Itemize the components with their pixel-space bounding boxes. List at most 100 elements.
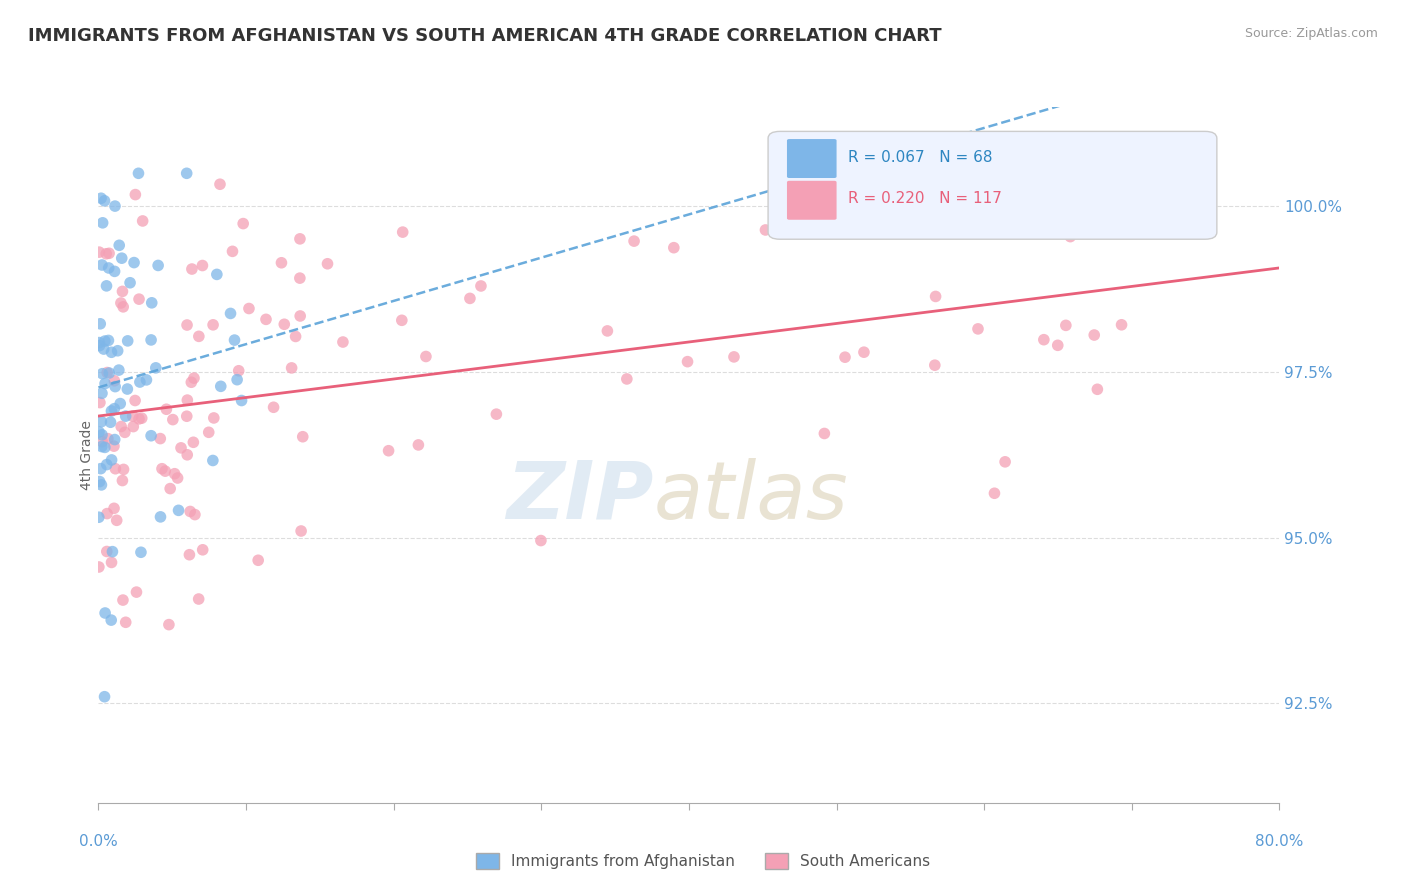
Point [94, 441, 117, 455]
Point [96, 366, 118, 380]
Point [191, 542, 214, 557]
Point [94, 334, 117, 348]
Point [91, 428, 114, 442]
Point [100, 404, 122, 418]
Point [135, 373, 157, 387]
Point [97, 432, 120, 446]
Point [924, 289, 946, 303]
Point [219, 306, 242, 320]
Point [90, 478, 112, 492]
Point [155, 464, 177, 478]
Point [89, 335, 111, 350]
Point [107, 343, 129, 358]
Point [100, 415, 122, 429]
Point [994, 455, 1017, 469]
Point [208, 178, 231, 192]
Point [191, 259, 214, 273]
Point [167, 503, 190, 517]
FancyBboxPatch shape [787, 181, 837, 219]
Point [202, 411, 225, 425]
Point [91, 386, 114, 401]
Point [87, 560, 110, 574]
Point [87, 510, 110, 524]
Point [103, 501, 125, 516]
Point [117, 334, 139, 348]
Point [201, 453, 224, 467]
Point [139, 333, 162, 347]
Point [197, 425, 219, 440]
Point [263, 401, 285, 415]
Point [96, 507, 118, 521]
Point [176, 166, 198, 180]
Point [111, 474, 134, 488]
Point [89, 395, 111, 409]
Point [101, 544, 124, 558]
Point [96, 246, 118, 260]
Point [120, 276, 142, 290]
Point [183, 435, 205, 450]
Legend: Immigrants from Afghanistan, South Americans: Immigrants from Afghanistan, South Ameri… [470, 847, 936, 875]
Point [284, 329, 307, 343]
Point [97, 260, 120, 275]
Point [166, 471, 188, 485]
Point [162, 412, 184, 426]
Point [180, 262, 202, 277]
Point [131, 214, 153, 228]
Point [834, 350, 856, 364]
Point [231, 393, 253, 408]
Point [157, 617, 180, 632]
Point [98, 366, 121, 380]
Point [114, 615, 136, 630]
Point [254, 312, 277, 326]
Point [226, 373, 249, 387]
Point [104, 433, 127, 447]
Point [187, 329, 209, 343]
Point [202, 318, 225, 332]
Point [103, 401, 125, 416]
Point [146, 259, 169, 273]
Point [596, 324, 619, 338]
Point [228, 364, 250, 378]
Point [124, 187, 146, 202]
Point [1031, 166, 1053, 180]
Point [232, 217, 254, 231]
Point [280, 360, 302, 375]
Point [127, 166, 149, 180]
Point [87, 425, 110, 439]
Text: atlas: atlas [654, 458, 848, 536]
Point [110, 419, 132, 434]
Point [98, 246, 121, 260]
Point [100, 613, 122, 627]
Text: ZIP: ZIP [506, 458, 654, 536]
Point [852, 345, 875, 359]
Point [180, 376, 202, 390]
Point [224, 333, 246, 347]
Point [111, 285, 134, 299]
Point [1111, 318, 1133, 332]
Point [121, 409, 143, 423]
Point [163, 467, 186, 481]
Point [1085, 382, 1108, 396]
Point [96, 458, 118, 472]
Point [1059, 229, 1081, 244]
Point [93, 194, 115, 208]
Point [93, 690, 115, 704]
Point [470, 279, 492, 293]
Point [103, 439, 125, 453]
Point [90, 440, 112, 454]
Point [108, 238, 131, 252]
Point [485, 407, 508, 421]
Point [967, 322, 990, 336]
Point [1046, 338, 1069, 352]
Point [1073, 205, 1095, 219]
Point [170, 441, 193, 455]
Point [91, 367, 114, 381]
Point [105, 513, 128, 527]
Point [149, 509, 172, 524]
Point [139, 428, 162, 442]
Point [238, 301, 260, 316]
Point [179, 504, 201, 518]
Point [100, 345, 122, 359]
Point [89, 317, 111, 331]
Point [111, 251, 134, 265]
